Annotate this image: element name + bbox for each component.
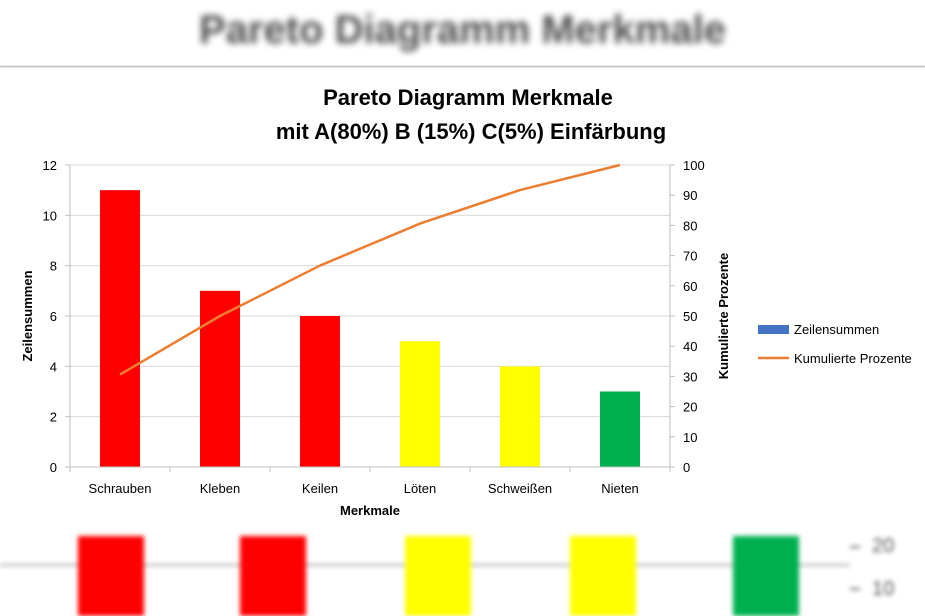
background-tick	[850, 546, 860, 548]
bar	[200, 290, 240, 467]
x-tick-label: Kleben	[200, 481, 240, 496]
x-tick-label: Schrauben	[89, 481, 152, 496]
bar-series	[100, 190, 640, 467]
x-tick-label: Nieten	[601, 481, 639, 496]
cumulative-line	[119, 163, 621, 376]
x-axis-label: Merkmale	[340, 503, 400, 518]
axes	[65, 164, 675, 472]
legend-label: Kumulierte Prozente	[794, 351, 912, 366]
y-tick-label: 10	[43, 208, 57, 223]
y2-tick-label: 60	[683, 279, 697, 294]
y-tick-label: 2	[50, 410, 57, 425]
legend: Zeilensummen Kumulierte Prozente	[758, 322, 912, 366]
x-tick-label: Schweißen	[488, 481, 552, 496]
y-tick-label: 8	[50, 259, 57, 274]
legend-swatch-bar	[758, 325, 789, 334]
y2-tick-label: 100	[683, 158, 705, 173]
legend-label: Zeilensummen	[794, 322, 879, 337]
tick-labels: 0 2 4 6 8 10 12 0 10 20 30 40 50 60 70 80 90 100 Schrauben…	[43, 158, 705, 496]
y-axis-label: Zeilensummen	[20, 270, 35, 361]
y-tick-label: 4	[50, 359, 57, 374]
y2-tick-label: 20	[683, 400, 697, 415]
y-tick-label: 6	[50, 309, 57, 324]
background-tick-label: 10	[872, 578, 895, 600]
bar	[600, 391, 640, 467]
x-tick-label: Keilen	[302, 481, 338, 496]
y2-axis-label: Kumulierte Prozente	[716, 253, 731, 379]
background-bar	[78, 536, 144, 616]
chart-title: Pareto Diagramm Merkmale	[323, 85, 613, 110]
y-tick-label: 12	[43, 158, 57, 173]
bar	[100, 190, 140, 467]
bar	[300, 316, 340, 467]
background-chart-fragment: 20 10	[0, 520, 925, 616]
y2-tick-label: 0	[683, 460, 690, 475]
bar	[400, 341, 440, 467]
gridlines	[70, 164, 670, 418]
y2-tick-label: 90	[683, 188, 697, 203]
y2-tick-label: 50	[683, 309, 697, 324]
y-tick-label: 0	[50, 460, 57, 475]
background-bar	[405, 536, 471, 616]
pareto-chart: Pareto Diagramm Merkmale mit A(80%) B (1…	[20, 85, 912, 518]
divider	[0, 66, 925, 67]
y2-tick-label: 40	[683, 339, 697, 354]
background-tick-label: 20	[872, 535, 895, 557]
page-title: Pareto Diagramm Merkmale	[199, 8, 726, 52]
background-bar	[240, 536, 306, 616]
y2-tick-label: 30	[683, 369, 697, 384]
bar	[500, 366, 540, 467]
background-bar	[733, 536, 799, 616]
line-series	[119, 163, 621, 376]
x-tick-label: Löten	[404, 481, 437, 496]
y2-tick-label: 80	[683, 218, 697, 233]
y2-tick-label: 70	[683, 249, 697, 264]
chart-subtitle: mit A(80%) B (15%) C(5%) Einfärbung	[276, 119, 666, 144]
background-bar	[570, 536, 636, 616]
y2-tick-label: 10	[683, 430, 697, 445]
background-tick	[850, 588, 860, 590]
